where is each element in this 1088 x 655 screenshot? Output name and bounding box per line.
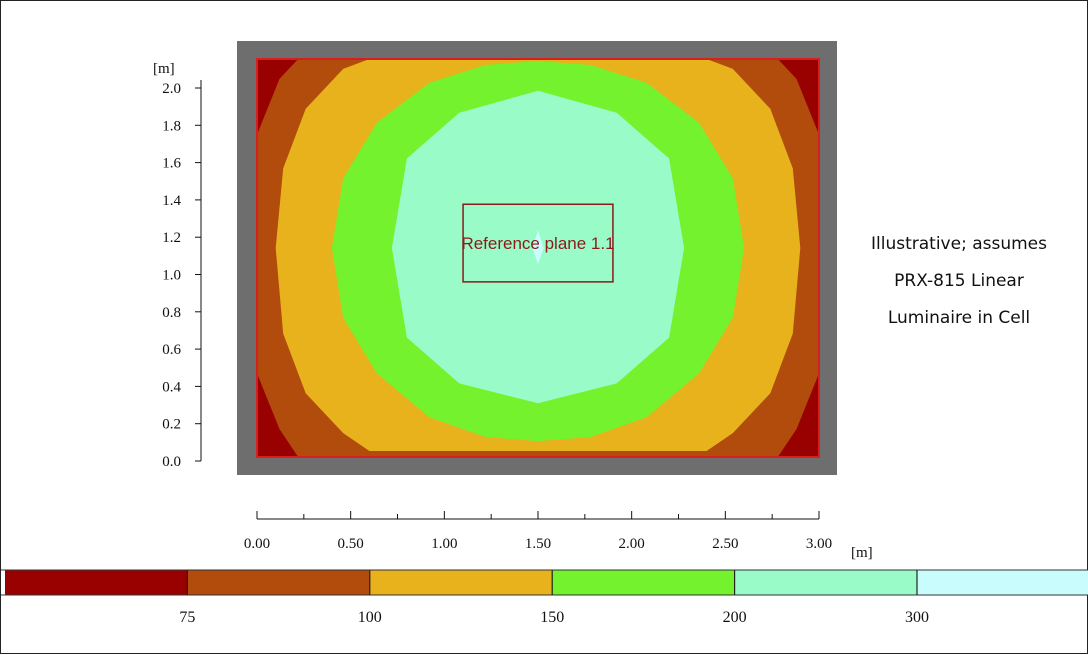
- legend-label: 300: [905, 609, 929, 626]
- y-tick-label: 0.6: [162, 342, 181, 358]
- legend-swatch: [917, 570, 1088, 595]
- y-axis: [m] 0.0 0.2 0.4 0.6 0.8 1.0 1.2 1.4 1.6 1.8 2.0: [153, 61, 202, 470]
- y-tick-label: 0.2: [162, 417, 181, 433]
- legend-label: 75: [179, 609, 195, 626]
- x-tick-label: 1.50: [525, 536, 551, 552]
- x-tick-label: 2.00: [619, 536, 645, 552]
- y-tick-label: 1.4: [162, 193, 181, 209]
- x-tick-label: 0.50: [338, 536, 364, 552]
- calculation-area-outline: [256, 58, 820, 458]
- x-tick-label: 0.00: [244, 536, 270, 552]
- y-tick-label: 1.6: [162, 156, 181, 172]
- x-axis-unit: [m]: [851, 545, 873, 561]
- legend-swatch: [5, 570, 188, 595]
- legend-swatch: [734, 570, 917, 595]
- legend-swatch: [369, 570, 553, 595]
- note-line-2: PRX-815 Linear: [894, 271, 1024, 291]
- reference-plane-label: Reference plane 1.1: [461, 234, 614, 253]
- contour-band-300: [532, 230, 544, 264]
- color-legend: 75 100 150 200 300: [1, 569, 1088, 626]
- y-axis-unit: [m]: [153, 61, 175, 77]
- note-line-3: Luminaire in Cell: [887, 308, 1031, 328]
- legend-swatch: [552, 570, 735, 595]
- x-axis: [m] 0.00 0.50 1.00 1.50 2.00 2.50 3.00: [244, 511, 873, 561]
- note-line-1: Illustrative; assumes: [871, 234, 1047, 254]
- side-note: Illustrative; assumes PRX-815 Linear Lum…: [839, 226, 1079, 337]
- legend-label: 200: [723, 609, 747, 626]
- y-tick-label: 1.8: [162, 118, 181, 134]
- x-tick-label: 2.50: [712, 536, 738, 552]
- legend-label: 100: [358, 609, 382, 626]
- reference-plane-box: [462, 203, 614, 283]
- legend-swatch: [187, 570, 370, 595]
- y-tick-label: 0.4: [162, 379, 181, 395]
- y-tick-label: 2.0: [162, 81, 181, 97]
- y-tick-label: 1.0: [162, 268, 181, 284]
- x-tick-label: 1.00: [431, 536, 457, 552]
- reference-plane-group: Reference plane 1.1: [461, 203, 615, 283]
- y-tick-label: 1.2: [162, 230, 181, 246]
- y-tick-label: 0.8: [162, 305, 181, 321]
- legend-label: 150: [540, 609, 564, 626]
- y-tick-label: 0.0: [162, 454, 181, 470]
- contour-layer: [256, 58, 820, 458]
- x-tick-label: 3.00: [806, 536, 832, 552]
